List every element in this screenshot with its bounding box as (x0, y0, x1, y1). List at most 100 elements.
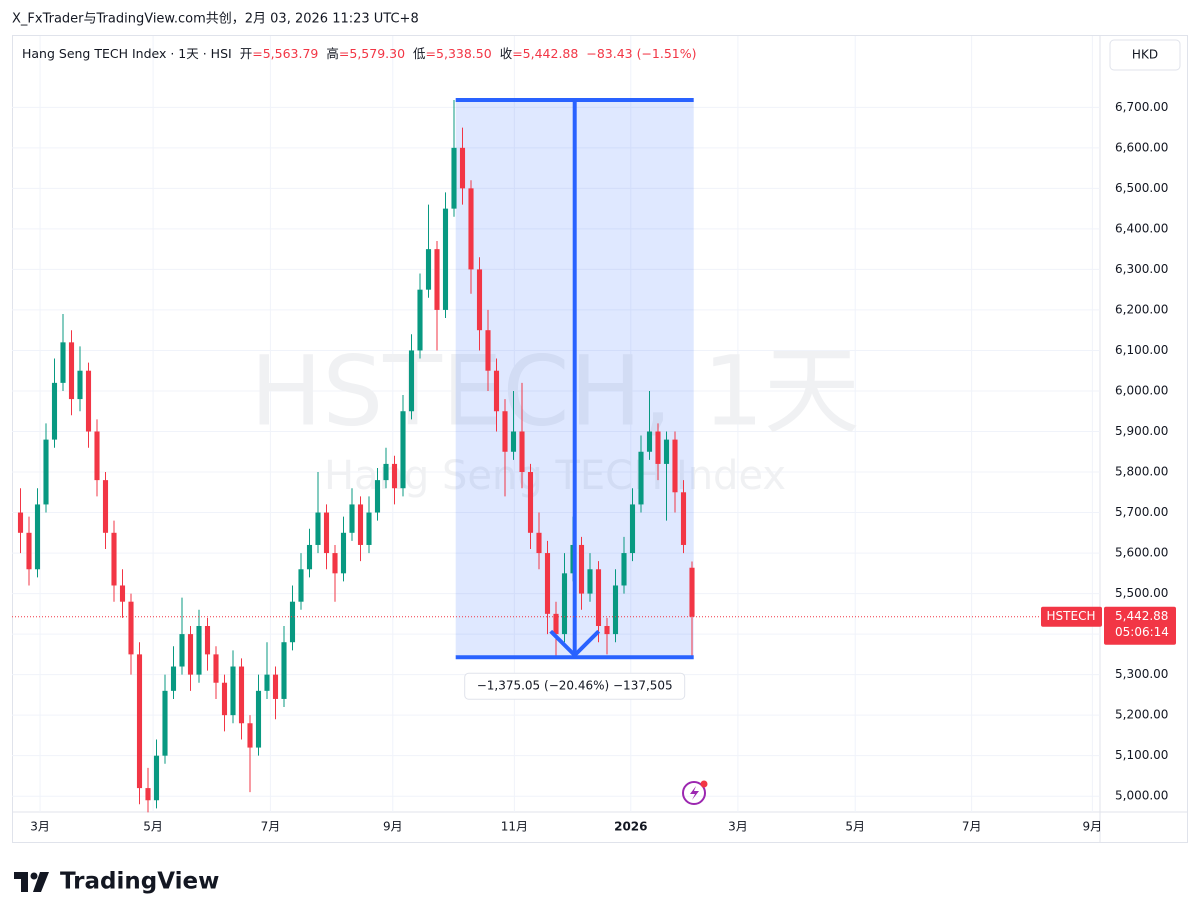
y-tick-label: 6,400.00 (1115, 221, 1168, 235)
candle-body (179, 634, 185, 667)
candle-body (221, 682, 228, 716)
currency[interactable]: HKD (1132, 48, 1158, 62)
low-label: 低 (413, 46, 426, 61)
candle-body (587, 569, 593, 594)
candle-body (162, 690, 168, 756)
y-tick-label: 5,700.00 (1115, 505, 1168, 519)
close: =5,442.88 (512, 46, 578, 61)
measure-label-box (464, 672, 686, 700)
candle-body (493, 370, 500, 412)
candle-body (306, 544, 313, 570)
candle-body (672, 439, 678, 493)
candle-body (230, 666, 236, 716)
y-tick-label: 5,900.00 (1115, 424, 1168, 438)
candle-body (26, 532, 32, 570)
candle-body (94, 431, 100, 481)
candle-body (340, 532, 347, 574)
y-tick-label: 5,000.00 (1115, 789, 1168, 803)
candle-body (204, 626, 211, 655)
candle-body (425, 249, 432, 290)
brand: TradingView (60, 869, 219, 895)
price-tag-text: 5,442.88 (1115, 609, 1168, 623)
change: −83.43 (−1.51%) (586, 46, 696, 61)
candle-body (383, 463, 389, 481)
price-tag (1104, 606, 1176, 645)
candle-body (510, 431, 517, 452)
candle-body (145, 788, 151, 801)
candle-body (170, 666, 177, 691)
currency-button[interactable] (1109, 39, 1181, 71)
candle-body (519, 431, 525, 473)
y-tick-label: 5,500.00 (1115, 586, 1168, 600)
candle-body (111, 532, 117, 586)
candle-body (663, 439, 670, 464)
high-label: 高 (326, 46, 339, 61)
measure-arrow-head (549, 629, 601, 659)
candle-body (502, 411, 508, 452)
y-tick-label: 5,100.00 (1115, 748, 1168, 762)
candle-body (442, 208, 449, 310)
candle-body (187, 634, 194, 675)
candle-body (655, 431, 661, 464)
open-label: 开 (240, 46, 253, 61)
candle-body (349, 504, 355, 533)
measure-label: −1,375.05 (−20.46%) −137,505 (477, 679, 673, 693)
x-tick-label: 7月 (261, 820, 281, 834)
candle-body (60, 342, 66, 383)
candle-body (476, 269, 483, 331)
candle-body (323, 512, 330, 554)
legend-text: Hang Seng TECH Index · 1天 · HSI 开=5,563.7… (22, 46, 697, 61)
symbol-tag (1041, 606, 1102, 627)
x-tick-label: 3月 (30, 820, 50, 834)
candle-body (485, 330, 491, 371)
candle-body (238, 666, 245, 724)
x-tick-label: 3月 (728, 820, 748, 834)
x-tick-label: 11月 (501, 820, 528, 834)
y-tick-label: 6,700.00 (1115, 100, 1168, 114)
candle-body (604, 626, 610, 635)
y-tick-label: 5,600.00 (1115, 546, 1168, 560)
x-tick-label: 9月 (383, 820, 403, 834)
y-tick-label: 6,200.00 (1115, 302, 1168, 316)
candle-body (272, 674, 279, 699)
x-tick-label: 2026 (614, 820, 647, 834)
watermark: HSTECH, 1天 (250, 335, 860, 447)
x-tick-label: 5月 (143, 820, 163, 834)
close-label: 收 (500, 46, 513, 61)
candle-body (417, 289, 423, 351)
symbol-tag-text: HSTECH (1047, 609, 1096, 623)
candle-body (578, 544, 585, 594)
candle-body (400, 411, 406, 489)
candle-body (646, 431, 653, 452)
candle-body (536, 532, 542, 554)
y-tick-label: 6,100.00 (1115, 343, 1168, 357)
symbol-title: Hang Seng TECH Index · 1天 · HSI (22, 46, 232, 61)
candle-body (17, 512, 24, 533)
candle-body (459, 147, 466, 189)
x-tick-label: 5月 (845, 820, 865, 834)
candle-body (85, 370, 92, 432)
legend: Hang Seng TECH Index · 1天 · HSI 开=5,563.7… (22, 46, 697, 61)
open: =5,563.79 (252, 46, 318, 61)
candle-body (434, 249, 440, 310)
candle-body (374, 480, 381, 513)
chart-frame (12, 35, 1188, 843)
high: =5,579.30 (339, 46, 405, 61)
candle-body (264, 674, 270, 691)
candle-body (332, 553, 338, 574)
candle-body (357, 504, 364, 545)
candle-body (527, 472, 534, 533)
candle-body (621, 553, 627, 586)
countdown: 05:06:14 (1115, 625, 1169, 639)
candle-body (255, 690, 262, 748)
alert-icon[interactable] (682, 780, 708, 805)
brand-logo: TradingView (14, 869, 219, 895)
candle-body (68, 342, 75, 400)
candle-body (561, 573, 568, 635)
caption: X_FxTrader与TradingView.com共创，2月 03, 2026… (12, 12, 419, 27)
candle-body (34, 504, 41, 570)
candle-body (213, 654, 219, 683)
candle-body (544, 553, 551, 614)
y-tick-label: 5,200.00 (1115, 708, 1168, 722)
